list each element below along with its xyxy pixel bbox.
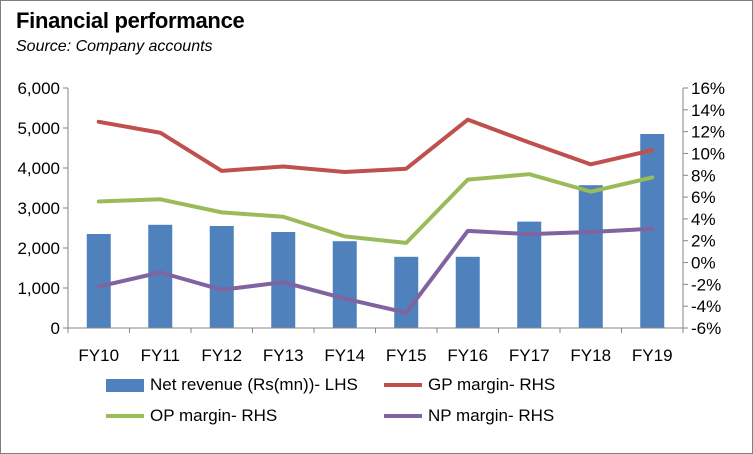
legend-label-gp: GP margin- RHS — [428, 375, 556, 394]
bar-fy14 — [332, 241, 357, 328]
legend-swatch-gp — [384, 383, 422, 387]
op-margin-line — [96, 172, 655, 245]
right-tick-label: 6% — [691, 188, 716, 207]
right-tick-label: 14% — [691, 101, 725, 120]
x-tick-label: FY14 — [324, 346, 365, 365]
chart-title: Financial performance — [16, 8, 245, 33]
right-tick-label: 8% — [691, 166, 716, 185]
x-tick-label: FY18 — [570, 346, 611, 365]
legend-label-op: OP margin- RHS — [150, 406, 278, 425]
left-tick-label: 0 — [51, 319, 60, 338]
bar-fy17 — [517, 221, 542, 328]
left-tick-label: 6,000 — [17, 79, 60, 98]
legend-label-bar: Net revenue (Rs(mn))- LHS — [150, 375, 358, 394]
x-tick-label: FY17 — [509, 346, 550, 365]
x-tick-label: FY19 — [632, 346, 673, 365]
left-tick-label: 4,000 — [17, 159, 60, 178]
legend-swatch-np — [384, 414, 422, 418]
x-tick-label: FY15 — [386, 346, 427, 365]
right-tick-label: 10% — [691, 144, 725, 163]
gp-margin-line — [96, 117, 655, 174]
bar-fy10 — [86, 234, 111, 328]
bar-fy13 — [271, 232, 296, 328]
right-tick-label: 16% — [691, 79, 725, 98]
left-tick-label: 2,000 — [17, 239, 60, 258]
x-tick-label: FY10 — [78, 346, 119, 365]
legend-label-np: NP margin- RHS — [428, 406, 555, 425]
x-tick-label: FY16 — [447, 346, 488, 365]
legend-swatch-op — [106, 414, 144, 418]
bar-fy15 — [394, 256, 419, 328]
x-tick-label: FY11 — [141, 346, 180, 365]
bar-fy16 — [455, 256, 480, 328]
right-tick-label: 2% — [691, 232, 716, 251]
chart-subtitle: Source: Company accounts — [16, 38, 213, 55]
right-tick-label: -2% — [691, 275, 721, 294]
legend-swatch-bar — [106, 379, 144, 392]
bar-fy18 — [578, 185, 603, 328]
left-tick-label: 5,000 — [17, 119, 60, 138]
right-tick-label: -4% — [691, 297, 721, 316]
bar-fy12 — [209, 226, 234, 328]
x-tick-label: FY13 — [263, 346, 304, 365]
x-tick-label: FY12 — [201, 346, 242, 365]
right-tick-label: 0% — [691, 254, 716, 273]
right-tick-label: 12% — [691, 123, 725, 142]
right-tick-label: -6% — [691, 319, 721, 338]
np-margin-line — [96, 226, 655, 315]
right-tick-label: 4% — [691, 210, 716, 229]
left-tick-label: 1,000 — [17, 279, 60, 298]
left-tick-label: 3,000 — [17, 199, 60, 218]
